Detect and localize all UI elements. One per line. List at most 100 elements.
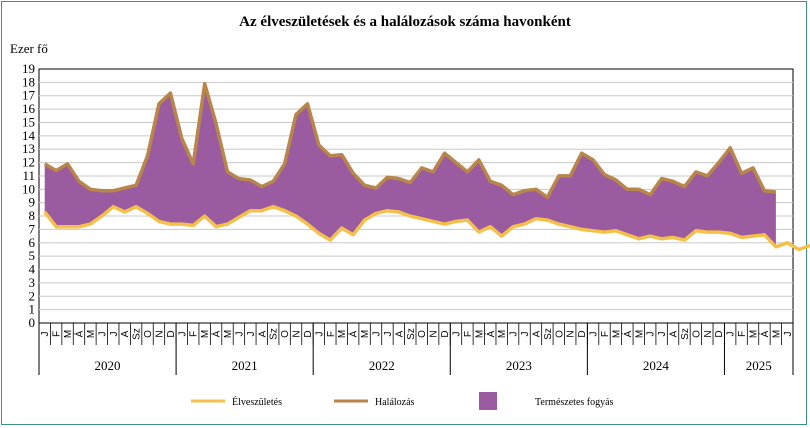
y-tick-label: 17: [22, 88, 36, 103]
year-label: 2021: [232, 358, 258, 373]
month-label: J: [234, 332, 245, 337]
month-label: J: [40, 332, 51, 337]
y-tick-label: 18: [22, 74, 35, 89]
series-lines: [43, 81, 810, 252]
month-label: O: [691, 330, 702, 338]
month-label: M: [634, 330, 645, 338]
month-label: J: [372, 332, 383, 337]
legend-deaths-label: Halálozás: [375, 397, 415, 408]
y-tick-label: 1: [29, 302, 36, 317]
month-label: Á: [347, 330, 360, 337]
y-tick-label: 15: [22, 114, 35, 129]
month-label: Sz: [406, 328, 417, 340]
month-label: J: [589, 332, 600, 337]
natural-decrease-fill: [44, 83, 776, 247]
y-tick-label: 13: [22, 141, 35, 156]
legend: Élveszületés Halálozás Természetes fogyás: [191, 392, 614, 410]
month-label: J: [383, 332, 394, 337]
month-label: F: [189, 331, 200, 337]
y-tick-label: 10: [22, 181, 35, 196]
month-label: Sz: [269, 328, 280, 340]
month-label: D: [577, 330, 588, 337]
month-label: J: [246, 332, 257, 337]
month-label: Sz: [543, 328, 554, 340]
y-tick-label: 9: [29, 195, 36, 210]
y-tick-label: 5: [29, 248, 36, 263]
month-label: N: [154, 330, 165, 337]
month-label: M: [771, 330, 782, 338]
month-label: N: [429, 330, 440, 337]
month-label: M: [611, 330, 622, 338]
month-label: N: [292, 330, 303, 337]
x-axis: J F M Á M J J A Sz O N D J F M Á M J J A Sz O N D J F M Á M J J A Sz O N D J…: [38, 323, 794, 375]
y-tick-label: 7: [29, 221, 36, 236]
month-label: J: [657, 332, 668, 337]
month-label: J: [646, 332, 657, 337]
deaths-line: [43, 81, 777, 200]
month-label: M: [474, 330, 485, 338]
month-label: A: [531, 330, 542, 337]
month-label: D: [440, 330, 451, 337]
month-label: O: [280, 330, 291, 338]
month-label: J: [314, 332, 325, 337]
month-label: M: [360, 330, 371, 338]
month-label: N: [566, 330, 577, 337]
month-label: M: [200, 330, 211, 338]
month-label: M: [337, 330, 348, 338]
y-tick-label: 12: [22, 155, 35, 170]
month-label: J: [520, 332, 531, 337]
y-tick-label: 14: [22, 128, 36, 143]
month-label: J: [726, 332, 737, 337]
month-label: F: [326, 331, 337, 337]
month-label: Á: [72, 330, 85, 337]
legend-births-label: Élveszületés: [232, 396, 282, 408]
month-label: J: [97, 332, 108, 337]
year-label: 2020: [95, 358, 121, 373]
month-label: F: [52, 331, 63, 337]
month-label: M: [63, 330, 74, 338]
month-label: M: [223, 330, 234, 338]
month-label: F: [600, 331, 611, 337]
y-tick-label: 3: [29, 275, 36, 290]
month-label: Á: [484, 330, 497, 337]
chart-title: Az élveszületések és a halálozások száma…: [239, 14, 571, 30]
month-label: J: [109, 332, 120, 337]
y-tick-label: 4: [29, 262, 36, 277]
month-label: O: [554, 330, 565, 338]
year-label: 2024: [643, 358, 670, 373]
y-tick-label: 16: [22, 101, 36, 116]
month-label: M: [749, 330, 760, 338]
y-tick-label: 19: [22, 61, 35, 76]
month-label: M: [86, 330, 97, 338]
y-tick-label: 2: [29, 288, 36, 303]
month-label: J: [177, 332, 188, 337]
month-label: D: [303, 330, 314, 337]
y-tick-label: 6: [29, 235, 36, 250]
month-label: M: [497, 330, 508, 338]
month-label: Á: [621, 330, 634, 337]
month-label: D: [166, 330, 177, 337]
month-label: Á: [210, 330, 223, 337]
month-label: D: [714, 330, 725, 337]
legend-decrease-label: Természetes fogyás: [535, 397, 614, 408]
births-line: [43, 204, 810, 252]
month-label: Sz: [680, 328, 691, 340]
month-label: O: [143, 330, 154, 338]
month-label: A: [394, 330, 405, 337]
month-label: J: [509, 332, 520, 337]
month-label: N: [703, 330, 714, 337]
natural-decrease-area: [44, 83, 776, 247]
month-label: A: [669, 330, 680, 337]
y-tick-label: 8: [29, 208, 36, 223]
y-axis-label: Ezer fő: [10, 41, 48, 56]
month-label: A: [120, 330, 131, 337]
year-label: 2025: [746, 358, 772, 373]
month-label: F: [737, 331, 748, 337]
month-label: Sz: [132, 328, 143, 340]
month-label: J: [783, 332, 794, 337]
year-label: 2022: [369, 358, 395, 373]
month-label: A: [257, 330, 268, 337]
month-label: F: [463, 331, 474, 337]
